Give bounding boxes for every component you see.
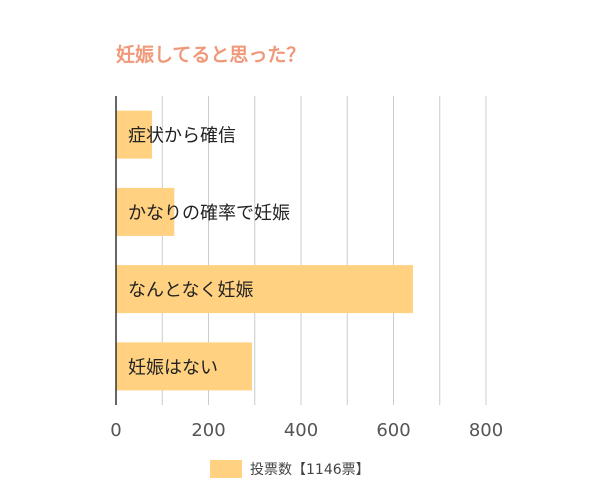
bar: [116, 110, 153, 159]
legend: 投票数【1146票】: [210, 459, 370, 479]
category-label: なんとなく妊娠: [128, 280, 253, 301]
x-tick-label: 200: [191, 420, 225, 441]
category-label: かなりの確率で妊娠: [128, 203, 290, 224]
category-label: 症状から確信: [128, 126, 236, 147]
x-tick-label: 0: [110, 420, 121, 441]
bar: [116, 265, 413, 314]
legend-swatch: [210, 460, 242, 478]
x-tick-label: 800: [469, 420, 503, 441]
x-tick-label: 400: [284, 420, 318, 441]
legend-label: 投票数【1146票】: [250, 462, 370, 478]
category-label: 妊娠はない: [128, 357, 218, 378]
x-tick-label: 600: [376, 420, 410, 441]
bar: [116, 187, 175, 236]
chart-title: 妊娠してると思った？: [116, 44, 306, 66]
bar: [116, 342, 252, 391]
